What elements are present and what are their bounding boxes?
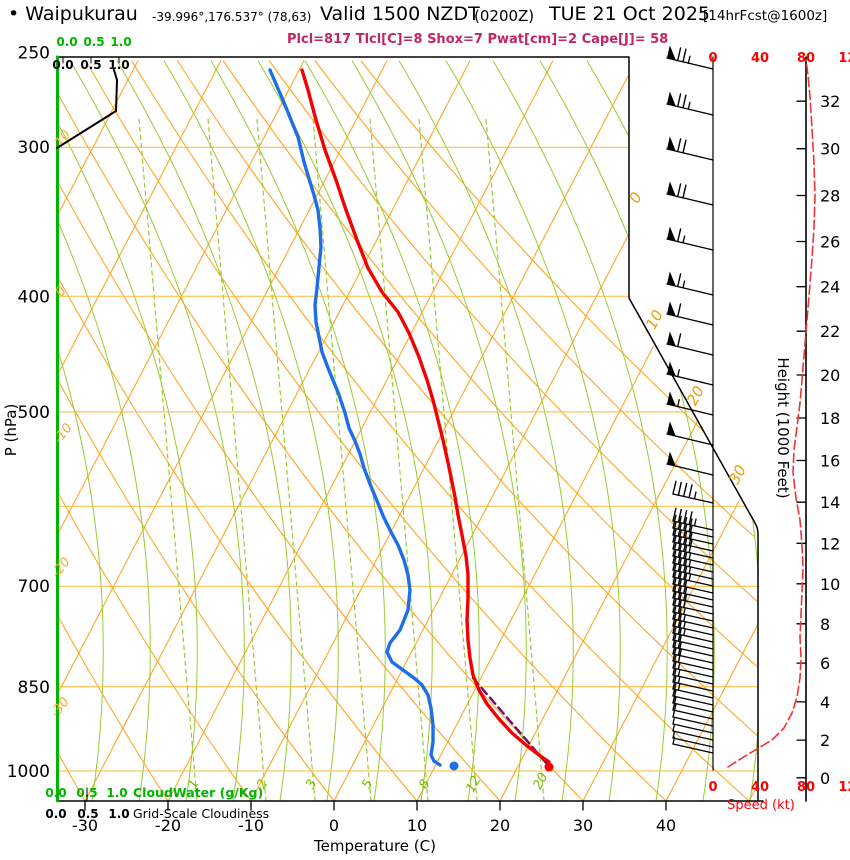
svg-text:1.0: 1.0 (106, 786, 127, 800)
svg-text:120: 120 (838, 780, 850, 795)
svg-text:-20: -20 (155, 816, 181, 835)
svg-text:Temperature (C): Temperature (C) (313, 837, 436, 855)
svg-text:-30: -30 (72, 816, 98, 835)
svg-text:8: 8 (820, 615, 830, 634)
forecast-run: [14hrFcst@1600z] (703, 8, 828, 24)
svg-text:0.5: 0.5 (80, 58, 101, 72)
svg-text:1.0: 1.0 (108, 807, 129, 821)
svg-text:0.0: 0.0 (45, 807, 66, 821)
svg-text:0: 0 (53, 284, 70, 300)
svg-text:20: 20 (530, 771, 551, 793)
svg-text:300: 300 (18, 138, 50, 158)
svg-text:40: 40 (751, 780, 769, 795)
svg-text:30: 30 (573, 816, 593, 835)
station-title: • Waipukurau (8, 3, 138, 25)
svg-text:400: 400 (18, 287, 50, 307)
svg-text:20: 20 (490, 816, 510, 835)
svg-text:26: 26 (820, 233, 840, 252)
svg-text:20: 20 (820, 366, 840, 385)
svg-text:0: 0 (820, 769, 830, 788)
svg-text:CloudWater (g/Kg): CloudWater (g/Kg) (133, 785, 263, 800)
stability-indices: Plcl=817 Tlcl[C]=8 Shox=7 Pwat[cm]=2 Cap… (287, 32, 669, 47)
svg-text:80: 80 (797, 51, 815, 66)
svg-text:40: 40 (751, 51, 769, 66)
svg-text:10: 10 (407, 816, 427, 835)
svg-text:40: 40 (656, 816, 676, 835)
svg-text:Speed (kt): Speed (kt) (727, 798, 795, 813)
svg-text:0: 0 (329, 816, 339, 835)
svg-text:30: 30 (820, 140, 840, 159)
station-coordinates: -39.996°,176.537° (78,63) (152, 10, 312, 24)
svg-text:Height (1000 Feet): Height (1000 Feet) (774, 357, 792, 498)
svg-text:700: 700 (18, 577, 50, 597)
svg-text:0.5: 0.5 (77, 807, 98, 821)
valid-date: TUE 21 Oct 2025 (549, 3, 711, 25)
svg-text:0.0: 0.0 (45, 786, 66, 800)
svg-text:14: 14 (820, 493, 840, 512)
svg-text:80: 80 (797, 780, 815, 795)
svg-text:18: 18 (820, 409, 840, 428)
svg-text:32: 32 (820, 92, 840, 111)
svg-text:500: 500 (18, 403, 50, 423)
valid-zulu-time: (0200Z) (474, 7, 535, 25)
svg-text:5: 5 (359, 777, 376, 791)
svg-text:120: 120 (838, 51, 850, 66)
svg-text:0: 0 (708, 780, 717, 795)
svg-text:2: 2 (820, 731, 830, 750)
svg-text:0: 0 (708, 51, 717, 66)
svg-text:8: 8 (416, 777, 433, 791)
valid-time: Valid 1500 NZDT (320, 3, 480, 25)
svg-text:1.0: 1.0 (108, 58, 129, 72)
svg-text:12: 12 (820, 534, 840, 553)
svg-text:1.0: 1.0 (110, 35, 131, 49)
svg-text:0.5: 0.5 (83, 35, 104, 49)
svg-text:6: 6 (820, 654, 830, 673)
svg-text:30: 30 (725, 462, 750, 487)
svg-text:Grid-Scale Cloudiness: Grid-Scale Cloudiness (133, 806, 269, 821)
svg-text:12: 12 (463, 774, 484, 796)
svg-text:250: 250 (18, 44, 50, 64)
svg-text:1000: 1000 (7, 762, 50, 782)
svg-text:0.0: 0.0 (56, 35, 77, 49)
svg-text:20: 20 (683, 383, 708, 408)
svg-text:4: 4 (820, 693, 830, 712)
bullet-icon: • (8, 3, 20, 25)
svg-text:28: 28 (820, 187, 840, 206)
svg-text:-10: -10 (51, 421, 76, 447)
svg-text:-30: -30 (48, 695, 73, 721)
svg-text:24: 24 (820, 278, 840, 297)
svg-text:10: 10 (820, 575, 840, 594)
svg-text:850: 850 (18, 678, 50, 698)
station-name: Waipukurau (25, 3, 138, 25)
svg-text:-20: -20 (49, 555, 74, 581)
svg-text:0.0: 0.0 (52, 58, 73, 72)
svg-text:-10: -10 (238, 816, 264, 835)
svg-text:22: 22 (820, 322, 840, 341)
svg-text:P (hPa): P (hPa) (2, 404, 20, 457)
svg-text:16: 16 (820, 451, 840, 470)
